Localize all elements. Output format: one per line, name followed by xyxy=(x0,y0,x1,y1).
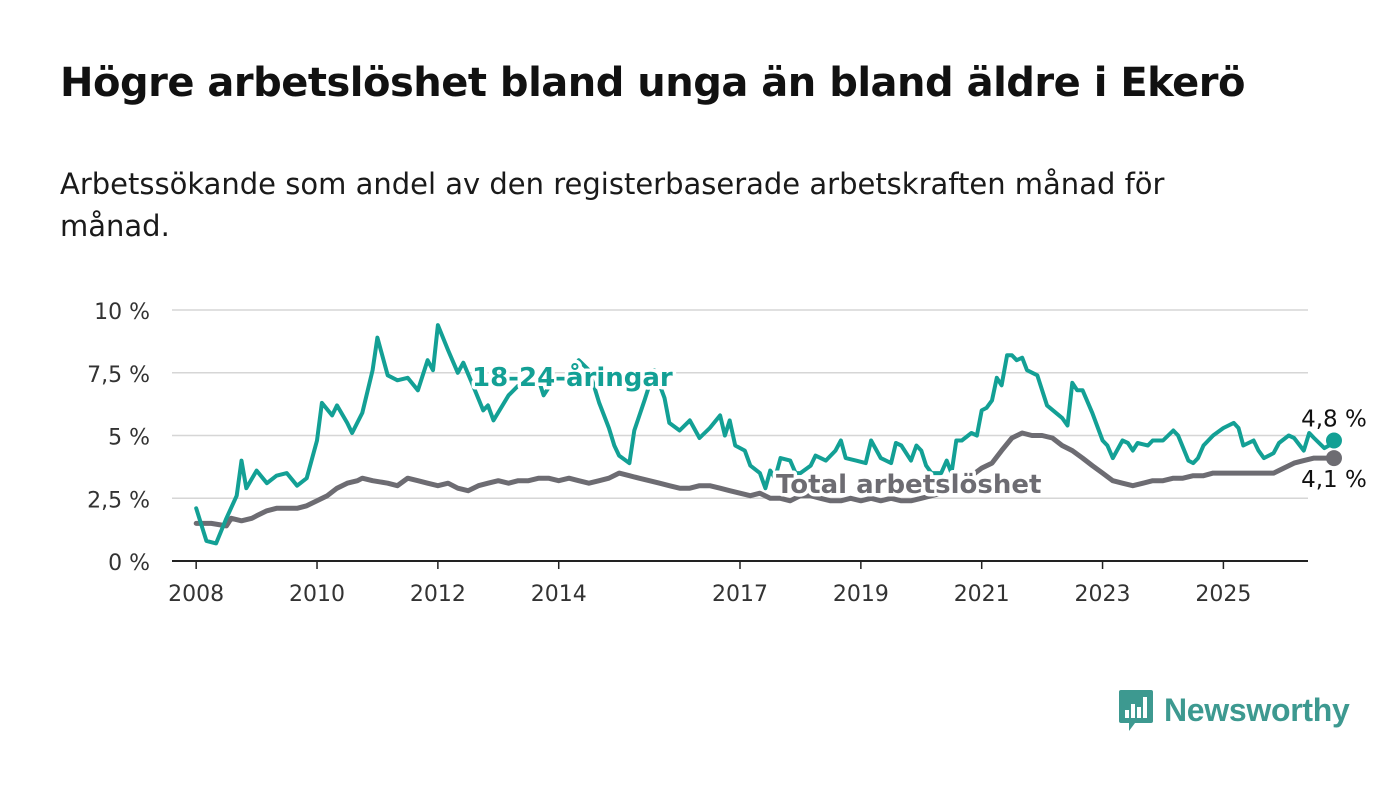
end-marker-total xyxy=(1325,450,1342,467)
line-chart: 0 % 2,5 % 5 % 7,5 % 10 % 2008 2010 2012 2014 201… xyxy=(87,300,1370,607)
y-tick-label: 0 % xyxy=(108,551,150,576)
y-axis-ticks: 0 % 2,5 % 5 % 7,5 % 10 % xyxy=(87,300,150,576)
x-axis-ticks: 2008 2010 2012 2014 2017 2019 2021 2023 2025 xyxy=(168,561,1251,607)
end-value-youth: 4,8 % xyxy=(1301,407,1367,433)
x-tick-label: 2023 xyxy=(1075,582,1131,607)
series-lines xyxy=(193,323,1337,546)
series-line-youth xyxy=(194,323,1336,546)
series-label-youth: 18-24-åringar xyxy=(472,361,673,393)
x-tick-label: 2010 xyxy=(289,582,345,607)
end-value-total: 4,1 % xyxy=(1301,467,1367,493)
chart-title: Högre arbetslöshet bland unga än bland ä… xyxy=(60,60,1246,106)
x-tick-label: 2012 xyxy=(410,582,466,607)
end-markers: 4,8 % 4,1 % xyxy=(1299,404,1370,496)
x-tick-label: 2017 xyxy=(712,582,768,607)
y-tick-label: 7,5 % xyxy=(87,363,150,388)
x-tick-label: 2008 xyxy=(168,582,224,607)
chart-subtitle: Arbetssökande som andel av den registerb… xyxy=(60,167,1165,243)
end-marker-youth xyxy=(1325,432,1342,449)
x-tick-label: 2014 xyxy=(531,582,587,607)
gridlines xyxy=(172,309,1308,562)
x-tick-label: 2019 xyxy=(833,582,889,607)
series-line-total xyxy=(193,430,1337,529)
y-tick-label: 10 % xyxy=(94,300,150,325)
newsworthy-logo[interactable]: Newsworthy xyxy=(1118,688,1350,732)
x-tick-label: 2021 xyxy=(954,582,1010,607)
series-label-total: Total arbetslöshet xyxy=(776,470,1041,500)
series-labels: 18-24-åringar Total arbetslöshet xyxy=(469,358,1045,504)
x-tick-label: 2025 xyxy=(1195,582,1251,607)
bar-chart-speech-bubble-icon xyxy=(1119,690,1153,731)
brand-name: Newsworthy xyxy=(1164,691,1350,728)
y-tick-label: 2,5 % xyxy=(87,488,150,513)
y-tick-label: 5 % xyxy=(108,426,150,451)
